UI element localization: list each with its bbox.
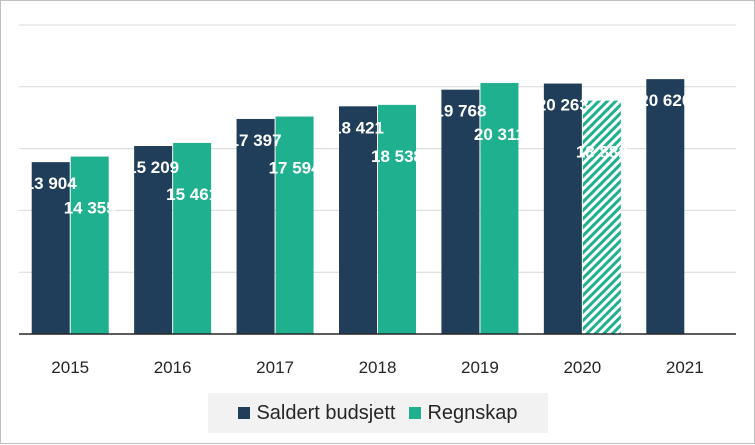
x-tick-label-2018: 2018 [359,358,397,377]
bar-regnskap-2020 [582,100,621,335]
data-label-regnskap-2019: 20 311 [474,125,525,144]
bar-regnskap-2016 [173,142,212,334]
x-tick-label-2015: 2015 [51,358,89,377]
data-label-saldert-budsjett-2018: 18 421 [332,118,384,137]
data-label-regnskap-2017: 17 594 [269,159,322,178]
data-label-regnskap-2015: 14 355 [64,199,116,218]
legend-label-regnskap: Regnskap [427,401,518,424]
bar-regnskap-2017 [275,116,314,334]
bar-regnskap-2018 [378,104,416,334]
bar-saldert-budsjett-2015 [31,162,70,334]
x-tick-label-2019: 2019 [461,358,499,377]
x-tick-label-2020: 2020 [563,358,601,377]
bars [31,79,685,335]
data-label-saldert-budsjett-2021: 20 620 [639,91,691,110]
legend-swatch-saldert-budsjett [238,407,251,419]
data-label-regnskap-2016: 15 461 [166,185,218,204]
x-axis: 2015 2016 2017 2018 2019 2020 2021 [19,333,736,377]
data-label-saldert-budsjett-2019: 19 768 [434,102,486,121]
data-label-regnskap-2018: 18 538 [371,147,423,166]
data-label-saldert-budsjett-2015: 13 904 [25,174,78,193]
legend-item-saldert-budsjett: Saldert budsjett [238,402,395,425]
x-tick-label-2021: 2021 [666,358,704,377]
bar-regnskap-2015 [70,156,109,334]
bar-saldert-budsjett-2018 [339,106,377,334]
data-label-saldert-budsjett-2017: 17 397 [230,131,282,150]
bar-saldert-budsjett-2016 [134,146,173,334]
legend-label-saldert-budsjett: Saldert budsjett [256,401,396,424]
bar-saldert-budsjett-2020 [543,83,582,334]
x-tick-label-2017: 2017 [256,358,294,377]
data-label-saldert-budsjett-2016: 15 209 [127,158,179,177]
bar-saldert-budsjett-2017 [236,118,275,334]
data-label-regnskap-2020: 18 882 [576,143,628,162]
data-labels: 13 904 14 355 15 209 15 461 17 397 17 594 18 4… [25,91,692,217]
legend-swatch-regnskap [409,407,422,419]
legend: Saldert budsjett Regnskap [208,393,548,433]
bar-saldert-budsjett-2019 [441,89,480,335]
legend-item-regnskap: Regnskap [409,401,518,425]
bar-saldert-budsjett-2021 [646,79,685,334]
x-tick-label-2016: 2016 [154,358,192,377]
data-label-saldert-budsjett-2020: 20 263 [537,96,589,115]
bar-regnskap-2019 [480,82,519,334]
